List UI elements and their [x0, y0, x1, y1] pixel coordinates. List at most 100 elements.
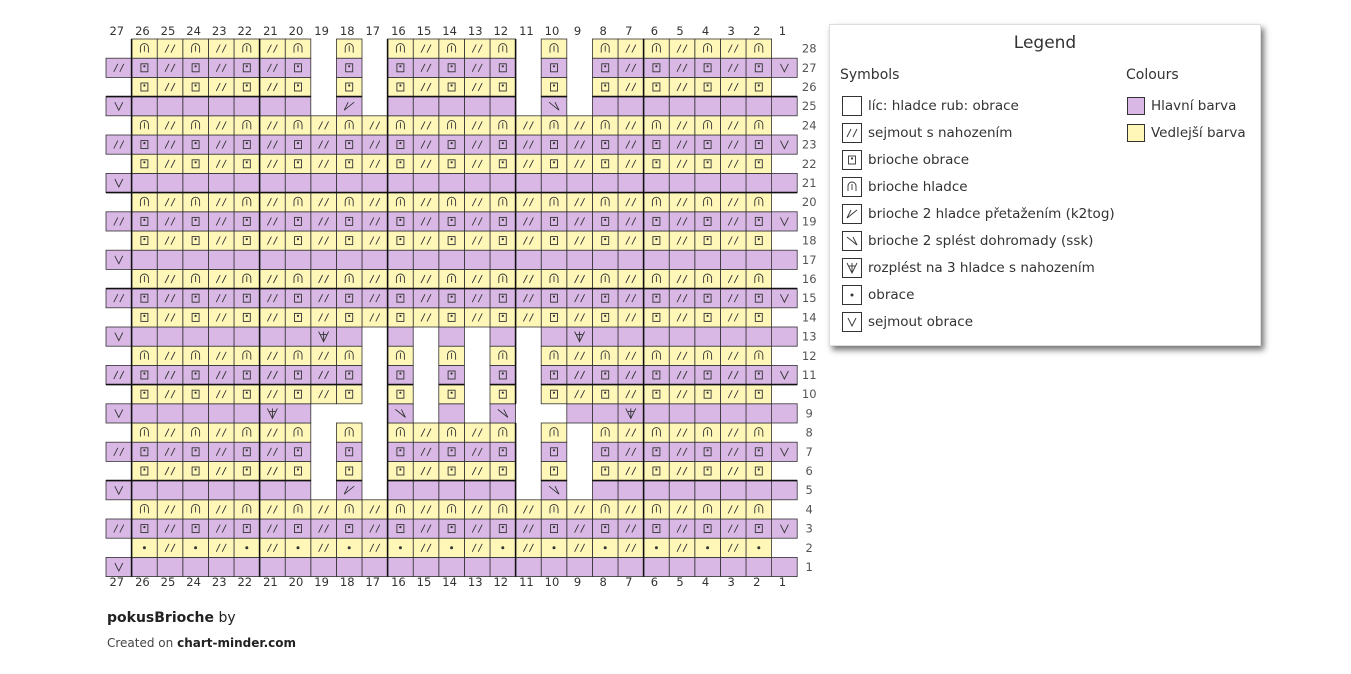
chart-cell — [284, 172, 312, 193]
chart-cell — [438, 441, 465, 462]
chart-cell — [259, 211, 286, 232]
chart-cell — [361, 211, 389, 232]
site-link[interactable]: chart-minder.com — [177, 636, 296, 650]
chart-cell — [566, 288, 593, 309]
chart-cell — [438, 326, 465, 347]
chart-cell — [182, 230, 209, 251]
chart-cell — [284, 268, 312, 289]
chart-cell — [131, 249, 158, 270]
chart-cell — [131, 480, 158, 501]
chart-row-11 — [105, 364, 798, 385]
chart-cell — [592, 115, 619, 136]
column-number: 22 — [237, 575, 252, 589]
column-number: 5 — [676, 24, 683, 38]
row-number: 4 — [806, 502, 813, 516]
chart-cell — [131, 499, 158, 520]
chart-cell — [182, 211, 209, 232]
created-prefix: Created on — [107, 636, 178, 650]
chart-cell — [387, 537, 414, 558]
chart-cell — [694, 403, 721, 424]
chart-cell — [617, 537, 645, 558]
column-number: 16 — [391, 575, 406, 589]
chart-cell — [515, 288, 542, 309]
column-number: 13 — [468, 575, 483, 589]
chart-cell — [361, 192, 389, 213]
legend-symbol-k2tog: brioche 2 hladce přetažením (k2tog) — [842, 204, 1115, 224]
chart-cell — [207, 480, 235, 501]
chart-cell — [259, 307, 286, 328]
chart-cell — [182, 345, 209, 366]
chart-cell — [720, 38, 747, 59]
chart-cell — [233, 115, 261, 136]
chart-cell — [335, 57, 363, 78]
chart-cell — [156, 537, 184, 558]
chart-cell — [387, 307, 414, 328]
chart-cell — [720, 403, 747, 424]
chart-cell — [463, 211, 491, 232]
chart-cell — [233, 96, 261, 117]
chart-cell — [515, 499, 542, 520]
legend-symbol-label: brioche obrace — [868, 152, 970, 168]
chart-cell — [335, 38, 363, 59]
chart-cell — [335, 518, 363, 539]
chart-cell — [540, 96, 568, 117]
chart-cell — [438, 422, 465, 443]
column-number: 23 — [212, 24, 227, 38]
chart-cell — [412, 422, 440, 443]
chart-cell — [233, 326, 261, 347]
chart-cell — [131, 172, 158, 193]
chart-cell — [745, 326, 773, 347]
chart-cell — [745, 96, 773, 117]
chart-cell — [438, 460, 465, 481]
chart-cell — [438, 57, 465, 78]
chart-cell — [387, 57, 414, 78]
chart-cell — [438, 38, 465, 59]
chart-cell — [259, 115, 286, 136]
chart-cell — [207, 557, 235, 578]
chart-cell — [668, 77, 696, 98]
chart-cell — [387, 192, 414, 213]
chart-cell — [233, 211, 261, 232]
chart-cell — [310, 307, 337, 328]
column-number: 21 — [263, 575, 278, 589]
chart-cell — [335, 537, 363, 558]
chart-cell — [156, 57, 184, 78]
chart-cell — [566, 518, 593, 539]
chart-cell — [233, 460, 261, 481]
chart-cell — [310, 345, 337, 366]
chart-cell — [643, 288, 670, 309]
chart-cell — [284, 537, 312, 558]
chart-cell — [335, 192, 363, 213]
column-number: 17 — [365, 24, 380, 38]
chart-cell — [335, 307, 363, 328]
chart-cell — [284, 326, 312, 347]
row-number: 24 — [802, 118, 817, 132]
chart-cell — [643, 499, 670, 520]
chart-cell — [105, 134, 133, 155]
chart-cell — [643, 249, 670, 270]
chart-cell — [259, 288, 286, 309]
chart-cell — [438, 77, 465, 98]
column-number: 18 — [340, 575, 355, 589]
chart-cell — [182, 460, 209, 481]
chart-cell — [489, 249, 517, 270]
chart-cell — [668, 57, 696, 78]
chart-cell — [412, 172, 440, 193]
legend-symbol-label: líc: hladce rub: obrace — [868, 98, 1019, 114]
chart-cell — [259, 345, 286, 366]
chart-cell — [540, 268, 568, 289]
chart-cell — [156, 134, 184, 155]
chart-cell — [412, 38, 440, 59]
chart-cell — [412, 307, 440, 328]
chart-cell — [387, 480, 414, 501]
chart-cell — [105, 96, 133, 117]
chart-cell — [592, 268, 619, 289]
row-number: 2 — [806, 541, 813, 555]
chart-cell — [617, 249, 645, 270]
column-number: 3 — [728, 575, 735, 589]
legend-colour-label: Vedlejší barva — [1151, 125, 1246, 141]
chart-cell — [131, 403, 158, 424]
chart-cell — [643, 480, 670, 501]
chart-cell — [694, 172, 721, 193]
chart-cell — [489, 153, 517, 174]
